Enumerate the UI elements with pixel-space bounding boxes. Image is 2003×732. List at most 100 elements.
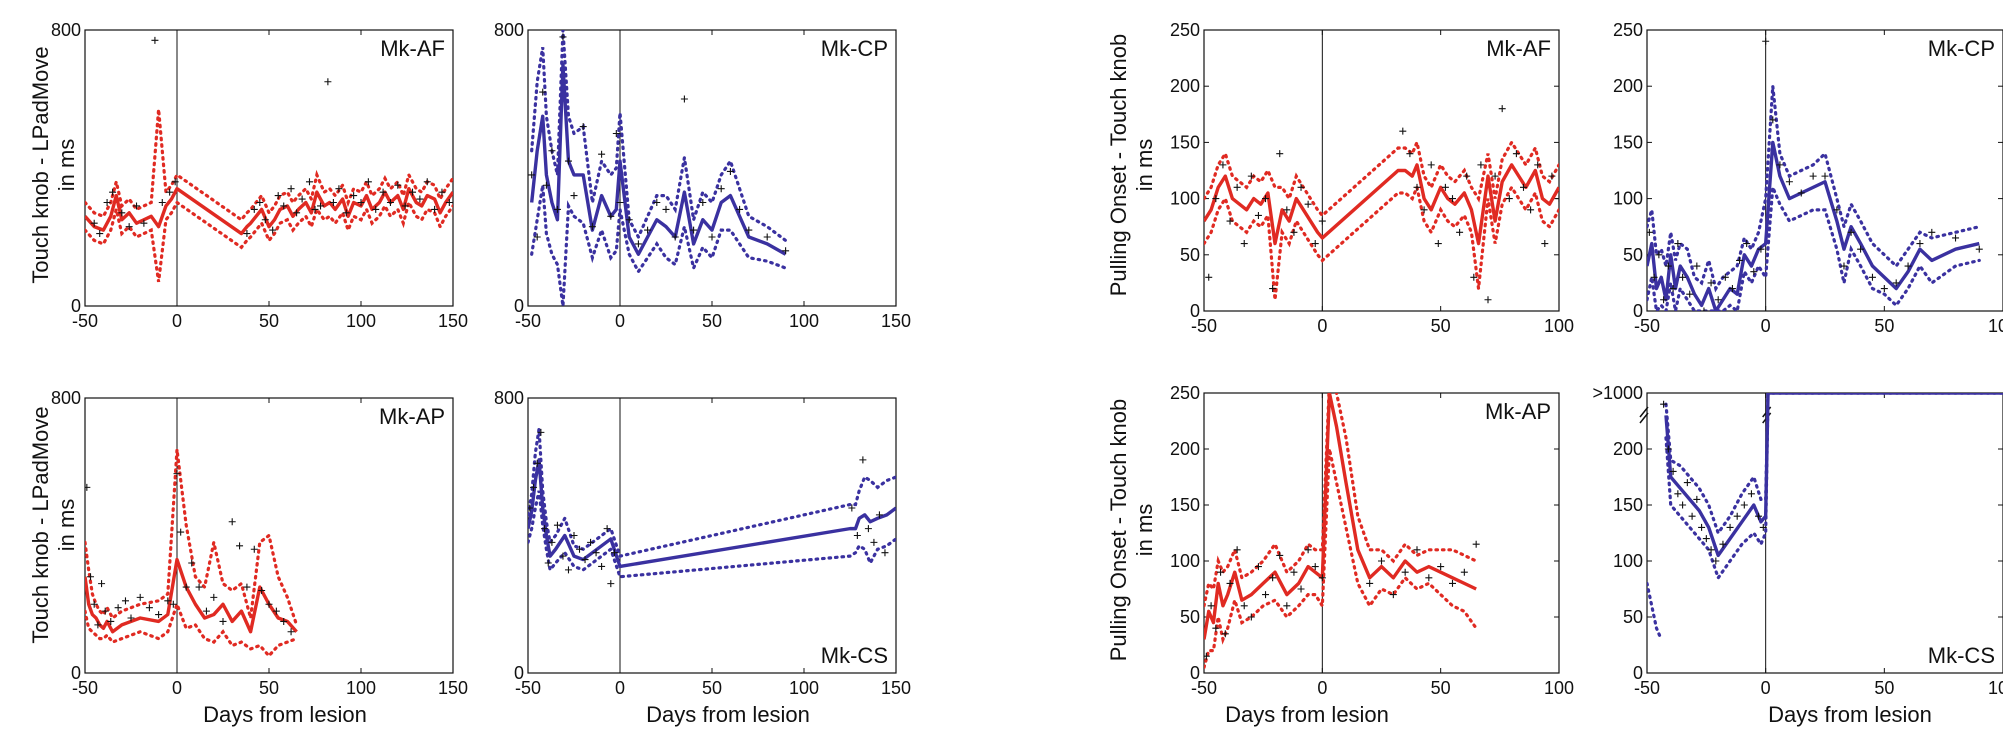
data-point [530,483,538,491]
data-point [90,219,98,227]
data-point [140,219,148,227]
data-point [533,233,541,241]
data-point [1276,551,1284,559]
data-point [1650,273,1658,281]
y-tick-label-top: >1000 [1592,383,1643,403]
data-point [438,188,446,196]
x-tick-label: -50 [72,311,98,331]
panel-title: Mk-CS [821,643,888,668]
x-tick-label: -50 [515,678,541,698]
data-point [553,205,561,213]
data-point [1736,256,1744,264]
y-tick-label: 0 [514,296,524,316]
data-point [1262,195,1270,203]
plot-frame [527,29,897,307]
data-point [559,33,567,41]
data-point [1679,501,1687,509]
plot-area [1647,37,1983,311]
upper-bound-line [1204,393,1478,608]
x-tick-label: 0 [1317,678,1327,698]
data-point [1311,563,1319,571]
data-point [1484,296,1492,304]
xlabel-panel-4: Days from lesion [1768,702,1932,727]
y-tick-label: 100 [1613,551,1643,571]
data-point [1719,540,1727,548]
x-tick-label: 50 [702,678,722,698]
data-point [219,617,227,625]
data-point [265,600,273,608]
data-point [1472,540,1480,548]
y-tick-label: 250 [1613,20,1643,40]
data-point [1707,546,1715,554]
left-ylabel-bottom-line2: in ms [54,499,79,552]
left-ylabel-bottom: Touch knob - LPadMove in ms [28,406,79,643]
data-point [539,88,547,96]
data-point [335,185,343,193]
data-point [298,195,306,203]
data-point [1757,245,1765,253]
data-point [96,230,104,238]
data-point [610,549,618,557]
data-point [1505,195,1513,203]
data-point [1660,296,1668,304]
data-point [592,549,600,557]
x-tick-label: 0 [1761,678,1771,698]
data-point [1700,307,1708,311]
x-tick-label: -50 [1634,316,1660,336]
data-point [1769,116,1777,124]
data-point [107,617,115,625]
data-point [1693,262,1701,270]
data-point [1219,161,1227,169]
data-point [1714,296,1722,304]
upper-bound-line [528,428,896,559]
data-point [155,611,163,619]
data-point [1207,602,1215,610]
data-point [202,607,210,615]
data-point [607,212,615,220]
data-point [386,199,394,206]
data-point [87,573,95,581]
data-point [553,521,561,529]
data-point [1297,585,1305,593]
data-point [188,559,196,567]
x-tick-label: 150 [881,678,911,698]
data-point [726,167,734,175]
mean-line [85,557,298,634]
data-point [250,205,258,213]
lower-bound-line [1664,393,2003,582]
data-point [598,562,606,570]
y-tick-label: 150 [1613,132,1643,152]
data-point [1740,501,1748,509]
data-point [1491,172,1499,180]
x-tick-label: 0 [1317,316,1327,336]
data-point [1520,183,1527,191]
data-point [1420,206,1428,214]
data-point [1785,178,1793,186]
data-point [1762,37,1770,45]
data-point [1702,535,1710,543]
data-point [588,223,596,231]
data-point [171,178,179,186]
y-tick-label: 250 [1170,20,1200,40]
data-point [145,604,153,612]
data-point [195,583,203,591]
data-point [1548,172,1556,180]
data-point [293,209,301,217]
y-tick-label: 0 [1633,301,1643,321]
upper-bound-line [85,109,453,222]
data-point [864,525,872,533]
panel-title: Mk-CP [1928,36,1995,61]
xlabel-panel-3: Days from lesion [1225,702,1389,727]
data-point [256,199,264,206]
y-tick-label: 150 [1170,132,1200,152]
y-tick-label: 250 [1170,383,1200,403]
mean-line [528,458,896,569]
data-point [1221,630,1229,638]
data-point [559,552,567,560]
data-point [1212,624,1220,632]
